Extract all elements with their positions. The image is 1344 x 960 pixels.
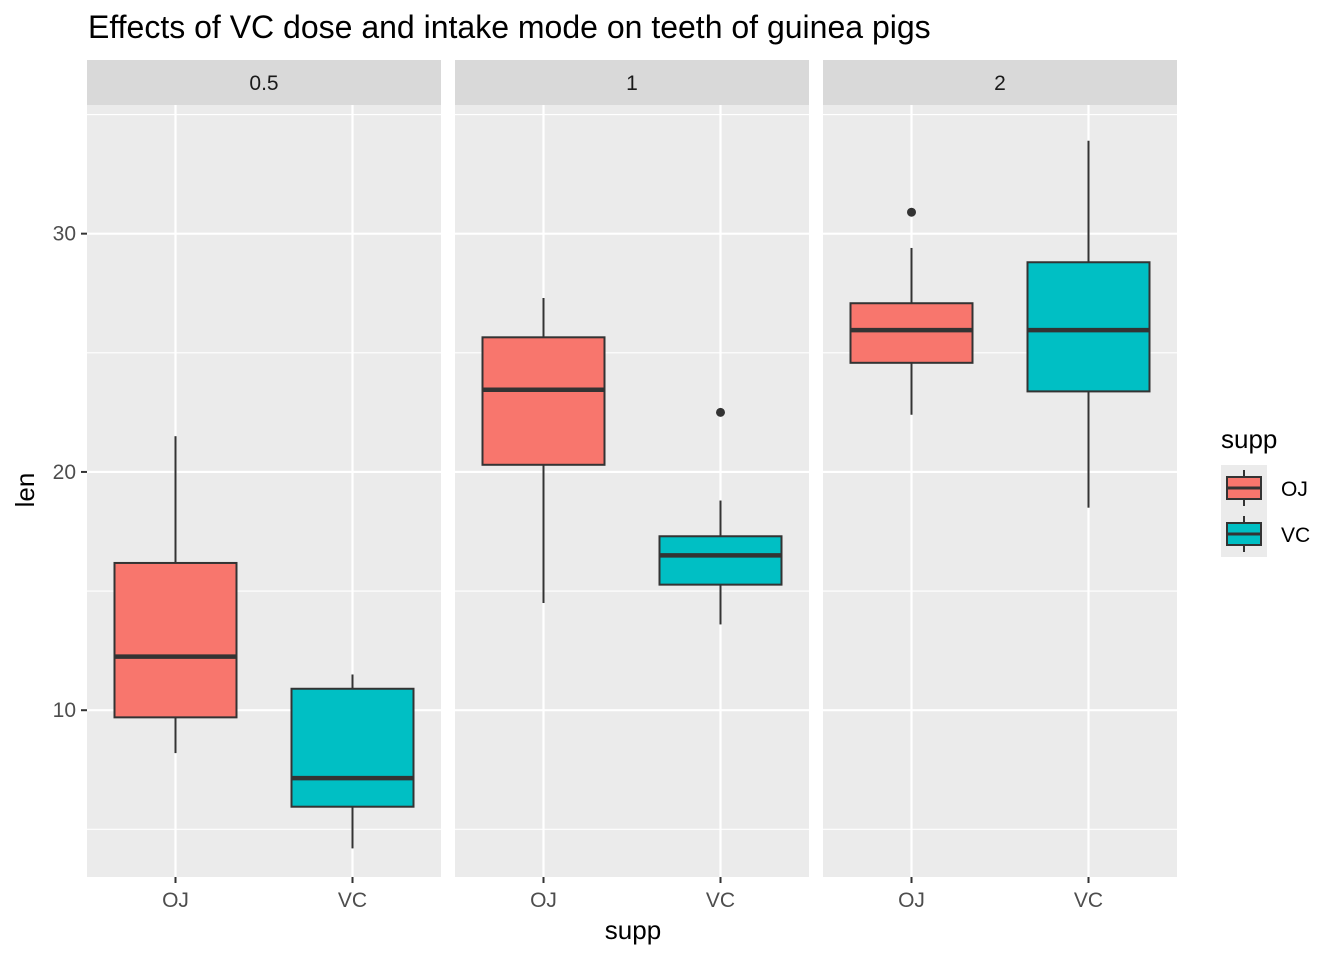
legend-title: supp bbox=[1221, 424, 1277, 454]
box-iqr bbox=[658, 535, 783, 586]
legend: supp OJ VC bbox=[1221, 424, 1310, 557]
y-tick-label: 20 bbox=[53, 461, 76, 484]
boxplot-vc bbox=[290, 674, 415, 849]
panel-background bbox=[823, 105, 1177, 877]
x-tick-label: VC bbox=[706, 889, 735, 912]
box-iqr bbox=[113, 561, 238, 719]
y-tick-label: 10 bbox=[53, 699, 76, 722]
legend-item-label: OJ bbox=[1281, 478, 1308, 501]
box-iqr bbox=[849, 302, 974, 364]
facet-strip bbox=[823, 60, 1177, 105]
box-iqr bbox=[481, 336, 606, 466]
y-axis-label: len bbox=[10, 473, 40, 508]
facet-panel-0-5: 0.5 OJ VC bbox=[87, 60, 441, 912]
box-iqr bbox=[1026, 261, 1151, 393]
x-tick-label: VC bbox=[1074, 889, 1103, 912]
y-axis: 10 20 30 bbox=[53, 223, 87, 722]
x-tick-label: OJ bbox=[530, 889, 557, 912]
outlier-point bbox=[907, 207, 916, 217]
x-tick-label: OJ bbox=[162, 889, 189, 912]
facet-strip-label: 2 bbox=[994, 72, 1006, 95]
boxplot-vc bbox=[1026, 140, 1151, 508]
x-axis-label: supp bbox=[605, 915, 661, 945]
facet-panel-2: 2 OJ VC bbox=[823, 60, 1177, 912]
panel-background bbox=[455, 105, 809, 877]
boxplot-oj bbox=[113, 436, 238, 754]
facet-panels: 0.5 OJ VC 1 OJ VC 2 OJ VC bbox=[87, 60, 1177, 912]
facet-strip-label: 0.5 bbox=[249, 72, 278, 95]
chart-title: Effects of VC dose and intake mode on te… bbox=[88, 9, 931, 45]
facet-panel-1: 1 OJ VC bbox=[455, 60, 809, 912]
legend-item-oj: OJ bbox=[1221, 465, 1308, 511]
boxplot-oj bbox=[849, 207, 974, 415]
legend-item-label: VC bbox=[1281, 524, 1310, 547]
facet-strip bbox=[455, 60, 809, 105]
outlier-point bbox=[716, 407, 725, 417]
facet-strip-label: 1 bbox=[626, 72, 638, 95]
boxplot-vc bbox=[658, 407, 783, 625]
box-iqr bbox=[290, 687, 415, 808]
facet-strip bbox=[87, 60, 441, 105]
y-tick-label: 30 bbox=[53, 223, 76, 246]
boxplot-oj bbox=[481, 298, 606, 603]
x-tick-label: OJ bbox=[898, 889, 925, 912]
x-tick-label: VC bbox=[338, 889, 367, 912]
legend-item-vc: VC bbox=[1221, 511, 1310, 557]
